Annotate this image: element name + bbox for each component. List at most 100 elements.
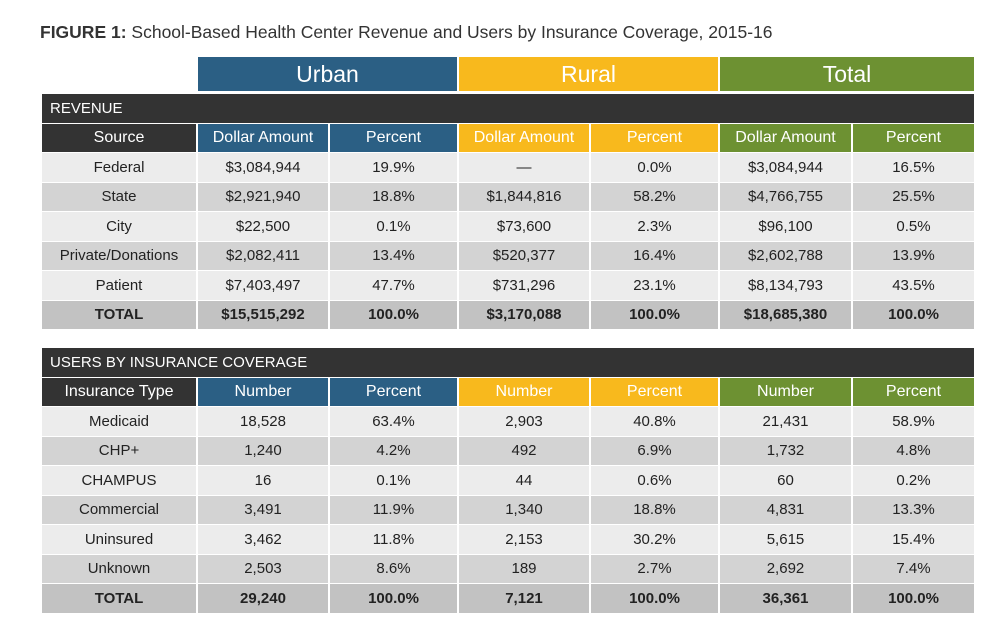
table-cell: $2,921,940 [198,182,328,211]
table-cell: 6.9% [591,436,718,465]
column-header: Number [459,378,589,406]
column-header: Number [720,378,851,406]
group-header-rural: Rural [459,57,718,91]
table-cell: $73,600 [459,212,589,241]
revenue-column-headers: Source Dollar Amount Percent Dollar Amou… [42,124,974,152]
table-cell: 0.1% [330,212,457,241]
table-cell: 58.2% [591,182,718,211]
table-cell: 18.8% [330,182,457,211]
table-cell: 1,732 [720,436,851,465]
table-row: Unknown 2,503 8.6% 189 2.7% 2,692 7.4% [42,554,974,583]
table-row: City $22,500 0.1% $73,600 2.3% $96,100 0.5% [42,212,974,241]
table-cell: 492 [459,436,589,465]
table-cell: 19.9% [330,153,457,182]
table-cell: 2.7% [591,554,718,583]
table-cell: $3,084,944 [720,153,851,182]
row-label: TOTAL [42,300,196,329]
row-label: Unknown [42,554,196,583]
table-row: CHP+ 1,240 4.2% 492 6.9% 1,732 4.8% [42,436,974,465]
table-cell: $3,170,088 [459,300,589,329]
table-cell: $520,377 [459,241,589,270]
table-cell: 3,462 [198,525,328,554]
table-cell: $731,296 [459,271,589,300]
table-cell: $7,403,497 [198,271,328,300]
row-label: Patient [42,271,196,300]
users-column-headers: Insurance Type Number Percent Number Per… [42,378,974,406]
table-cell: 13.9% [853,241,974,270]
table-cell: $2,082,411 [198,241,328,270]
table-cell: 23.1% [591,271,718,300]
column-header: Dollar Amount [198,124,328,152]
column-header: Percent [853,124,974,152]
table-cell: $96,100 [720,212,851,241]
table-cell: 18,528 [198,407,328,436]
figure-title: FIGURE 1: School-Based Health Center Rev… [40,22,773,43]
table-cell: 36,361 [720,584,851,613]
table-cell: 21,431 [720,407,851,436]
row-label: CHAMPUS [42,466,196,495]
table-cell: 5,615 [720,525,851,554]
table-cell: 0.6% [591,466,718,495]
column-header: Percent [330,378,457,406]
table-cell: 100.0% [853,584,974,613]
table-cell: 8.6% [330,554,457,583]
table-cell: 2,903 [459,407,589,436]
group-header-table: Urban Rural Total [40,56,976,92]
table-cell: 29,240 [198,584,328,613]
table-cell: 1,340 [459,495,589,524]
table-cell: $4,766,755 [720,182,851,211]
table-cell: 4.2% [330,436,457,465]
column-header: Percent [591,378,718,406]
column-header: Number [198,378,328,406]
table-cell: 63.4% [330,407,457,436]
row-label: CHP+ [42,436,196,465]
table-row: CHAMPUS 16 0.1% 44 0.6% 60 0.2% [42,466,974,495]
table-cell: 2.3% [591,212,718,241]
table-cell: 16.5% [853,153,974,182]
table-cell: $22,500 [198,212,328,241]
row-label: City [42,212,196,241]
table-cell: 2,692 [720,554,851,583]
table-cell: 11.9% [330,495,457,524]
table-cell: 3,491 [198,495,328,524]
total-row: TOTAL $15,515,292 100.0% $3,170,088 100.0% $1… [42,300,974,329]
row-label: Uninsured [42,525,196,554]
table-row: Uninsured 3,462 11.8% 2,153 30.2% 5,615 15.4% [42,525,974,554]
table-cell: 100.0% [853,300,974,329]
table-row: Medicaid 18,528 63.4% 2,903 40.8% 21,431 58.9% [42,407,974,436]
total-row: TOTAL 29,240 100.0% 7,121 100.0% 36,361 100.0% [42,584,974,613]
table-cell: 2,503 [198,554,328,583]
table-cell: 58.9% [853,407,974,436]
row-label: Federal [42,153,196,182]
table-cell: 100.0% [591,584,718,613]
table-row: Private/Donations $2,082,411 13.4% $520,377… [42,241,974,270]
row-label: Medicaid [42,407,196,436]
row-label: TOTAL [42,584,196,613]
table-cell: 0.2% [853,466,974,495]
table-row: Commercial 3,491 11.9% 1,340 18.8% 4,831 13.3% [42,495,974,524]
table-cell: $1,844,816 [459,182,589,211]
table-cell: 13.3% [853,495,974,524]
table-row: Federal $3,084,944 19.9% —0.0% $3,084,944 16.… [42,153,974,182]
users-section-title: USERS BY INSURANCE COVERAGE [42,348,974,377]
users-rows: Medicaid 18,528 63.4% 2,903 40.8% 21,431 58.9%… [42,407,974,613]
table-row: Patient $7,403,497 47.7% $731,296 23.1% $8,13… [42,271,974,300]
table-cell: 44 [459,466,589,495]
table-cell: $8,134,793 [720,271,851,300]
figure-title-text: School-Based Health Center Revenue and U… [131,22,773,42]
revenue-rows: Federal $3,084,944 19.9% —0.0% $3,084,944 16.… [42,153,974,329]
row-label: Private/Donations [42,241,196,270]
table-cell: 2,153 [459,525,589,554]
table-cell: 4,831 [720,495,851,524]
table-cell: 0.0% [591,153,718,182]
table-cell: 0.1% [330,466,457,495]
table-cell: $3,084,944 [198,153,328,182]
table-cell: 11.8% [330,525,457,554]
table-cell: $18,685,380 [720,300,851,329]
table-cell: — [459,153,589,182]
table-cell: 7.4% [853,554,974,583]
table-cell: 18.8% [591,495,718,524]
column-header: Percent [853,378,974,406]
column-header: Source [42,124,196,152]
table-cell: 60 [720,466,851,495]
